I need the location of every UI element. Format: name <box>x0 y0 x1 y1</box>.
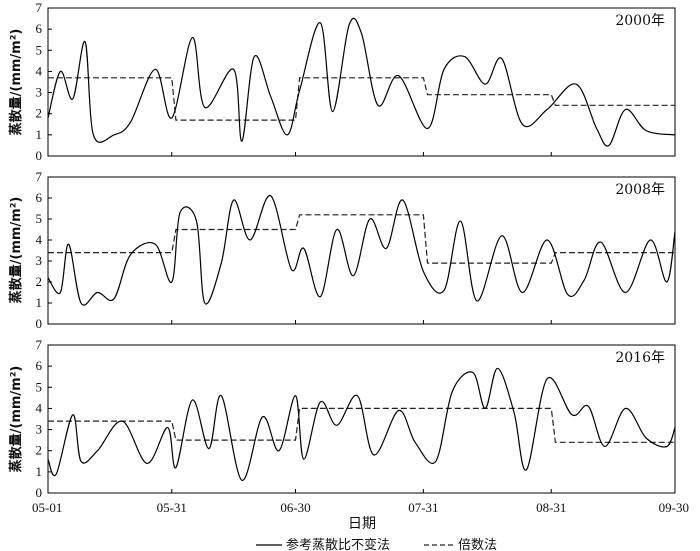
x-tick-labels: 05-01 05-31 06-30 07-31 08-31 09-30 <box>32 500 689 515</box>
y-tick-label: 1 <box>36 295 43 310</box>
y-tick-label: 7 <box>36 169 43 184</box>
y-ticks: 0 1 2 3 4 5 6 7 <box>36 169 52 331</box>
y-tick-label: 5 <box>36 211 43 226</box>
series-solid <box>47 367 676 481</box>
ylabel: 蒸散量/(mm/m²) <box>8 29 24 136</box>
xlabel: 日期 <box>348 516 376 532</box>
panel-title: 2008年 <box>615 182 665 198</box>
y-tick-label: 3 <box>36 422 43 437</box>
y-tick-label: 3 <box>36 253 43 268</box>
y-tick-label: 7 <box>36 337 43 352</box>
y-tick-label: 1 <box>36 464 43 479</box>
ylabel: 蒸散量/(mm/m²) <box>8 197 24 304</box>
y-ticks: 0 1 2 3 4 5 6 7 <box>36 337 52 500</box>
plot-frame <box>47 176 676 325</box>
legend: 参考蒸散比不变法 倍数法 <box>256 537 497 551</box>
series-dashed <box>48 77 675 121</box>
x-tick-label: 09-30 <box>659 500 689 515</box>
panel-title: 2016年 <box>615 350 665 366</box>
y-tick-label: 5 <box>36 379 43 394</box>
plot-frame <box>47 7 676 157</box>
panel-2016: 蒸散量/(mm/m²) 0 1 2 3 4 5 6 7 2016年 <box>8 337 676 500</box>
x-ticks <box>47 320 676 324</box>
y-tick-label: 6 <box>36 190 43 205</box>
y-tick-label: 2 <box>36 274 43 289</box>
plot-frame <box>47 344 676 494</box>
panel-2000: 蒸散量/(mm/m²) 0 1 2 3 4 5 6 7 2000年 <box>8 0 676 163</box>
y-tick-label: 6 <box>36 21 43 36</box>
y-tick-label: 5 <box>36 42 43 57</box>
legend-dashed-label: 倍数法 <box>458 538 497 551</box>
x-tick-label: 06-30 <box>280 500 310 515</box>
y-tick-label: 2 <box>36 443 43 458</box>
y-tick-label: 4 <box>36 232 43 247</box>
y-tick-label: 0 <box>36 316 43 331</box>
y-tick-label: 2 <box>36 106 43 121</box>
panel-title: 2000年 <box>615 13 665 29</box>
ylabel: 蒸散量/(mm/m²) <box>8 366 24 473</box>
panel-2008: 蒸散量/(mm/m²) 0 1 2 3 4 5 6 7 2008年 <box>8 169 676 331</box>
x-ticks <box>47 489 676 493</box>
y-tick-label: 4 <box>36 400 43 415</box>
y-tick-label: 4 <box>36 63 43 78</box>
x-tick-label: 08-31 <box>536 500 566 515</box>
series-solid <box>47 195 676 306</box>
series-dashed <box>48 407 675 443</box>
x-tick-label: 05-01 <box>32 500 62 515</box>
x-ticks <box>47 152 676 156</box>
y-tick-label: 3 <box>36 85 43 100</box>
y-tick-label: 6 <box>36 358 43 373</box>
series-solid <box>47 17 676 147</box>
x-tick-label: 05-31 <box>157 500 187 515</box>
y-tick-label: 0 <box>36 148 43 163</box>
y-tick-label: 7 <box>36 0 43 15</box>
y-ticks: 0 1 2 3 4 5 6 7 <box>36 0 52 163</box>
series-dashed <box>48 214 675 264</box>
x-tick-label: 07-31 <box>408 500 438 515</box>
y-tick-label: 0 <box>36 485 43 500</box>
legend-solid-label: 参考蒸散比不变法 <box>286 537 390 551</box>
y-tick-label: 1 <box>36 127 43 142</box>
